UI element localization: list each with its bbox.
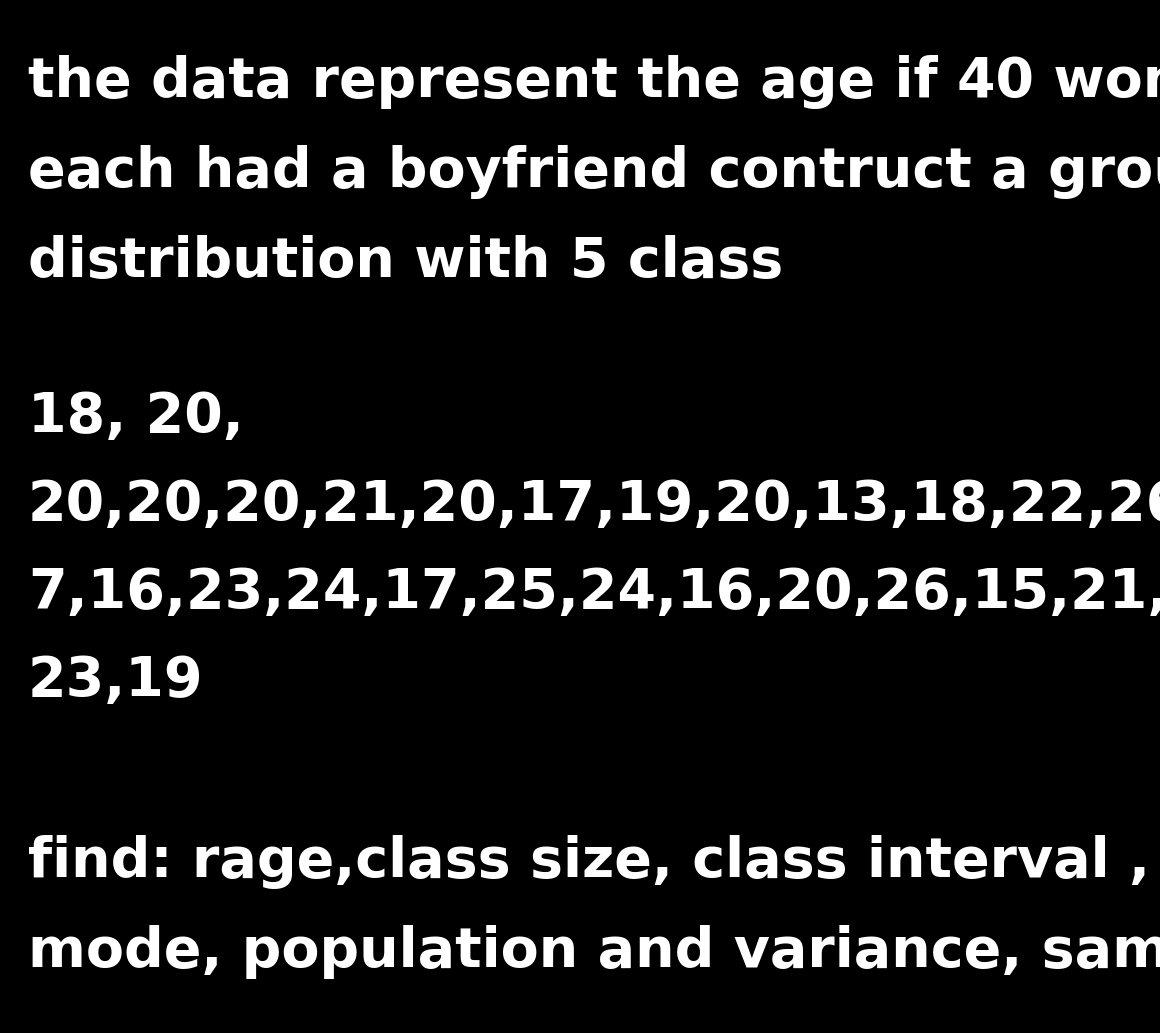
Text: 7,16,23,24,17,25,24,16,20,26,15,21,17,23,16,21,26,16,: 7,16,23,24,17,25,24,16,20,26,15,21,17,23… [28,566,1160,620]
Text: 20,20,20,21,20,17,19,20,13,18,22,26,20,19,22,15,18,2: 20,20,20,21,20,17,19,20,13,18,22,26,20,1… [28,478,1160,532]
Text: distribution with 5 class: distribution with 5 class [28,234,783,289]
Text: 18, 20,: 18, 20, [28,390,244,444]
Text: mode, population and variance, sample and variance: mode, population and variance, sample an… [28,925,1160,979]
Text: find: rage,class size, class interval , mean ,median,: find: rage,class size, class interval , … [28,835,1160,889]
Text: 23,19: 23,19 [28,654,203,708]
Text: the data represent the age if 40 women when they: the data represent the age if 40 women w… [28,55,1160,109]
Text: each had a boyfriend contruct a grouped frequency: each had a boyfriend contruct a grouped … [28,145,1160,199]
